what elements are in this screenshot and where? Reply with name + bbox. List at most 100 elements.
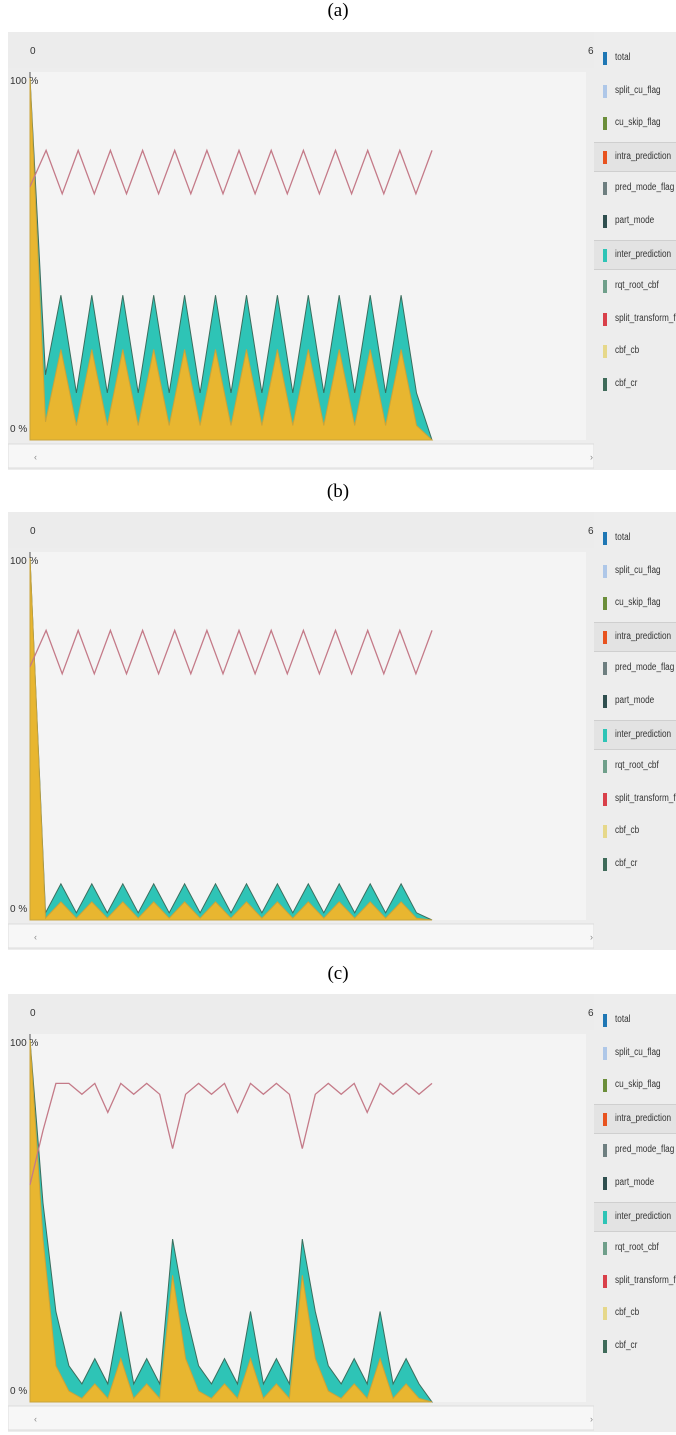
legend-label: split_transform_flag xyxy=(615,312,676,324)
area-series-0 xyxy=(29,557,433,921)
legend-item[interactable]: pred_mode_flag xyxy=(594,654,676,684)
legend-label: inter_prediction xyxy=(615,248,672,260)
legend-item[interactable]: cbf_cr xyxy=(594,1332,676,1362)
legend-item[interactable]: split_cu_flag xyxy=(594,1039,676,1069)
legend-item[interactable]: inter_prediction xyxy=(594,719,676,750)
legend-item[interactable]: pred_mode_flag xyxy=(594,174,676,204)
legend-item[interactable]: total xyxy=(594,524,676,554)
legend-label: pred_mode_flag xyxy=(615,662,675,674)
legend-label: total xyxy=(615,52,631,63)
legend-item[interactable]: part_mode xyxy=(594,687,676,717)
legend-label: cu_skip_flag xyxy=(615,117,661,129)
legend-item[interactable]: split_transform_flag xyxy=(594,305,676,335)
legend-swatch xyxy=(603,662,607,676)
legend-label: intra_prediction xyxy=(615,1112,672,1124)
legend-label: cu_skip_flag xyxy=(615,1079,661,1091)
legend-item[interactable]: intra_prediction xyxy=(594,141,676,172)
legend-item[interactable]: cbf_cb xyxy=(594,337,676,367)
legend-label: rqt_root_cbf xyxy=(615,1242,659,1254)
y-tick-label: 100 % xyxy=(10,1038,38,1049)
legend-item[interactable]: split_transform_flag xyxy=(594,785,676,815)
legend-label: pred_mode_flag xyxy=(615,1144,675,1156)
y-tick-label: 0 % xyxy=(10,904,27,915)
x-tick-label: 69 xyxy=(588,1008,594,1019)
legend-swatch xyxy=(603,182,607,196)
legend-item[interactable]: rqt_root_cbf xyxy=(594,752,676,782)
legend-swatch xyxy=(603,825,607,839)
legend-label: inter_prediction xyxy=(615,1210,672,1222)
plot-area xyxy=(30,552,586,920)
legend-item[interactable]: split_cu_flag xyxy=(594,557,676,587)
legend-swatch xyxy=(603,248,607,262)
panel-a: ‹ › 0 69 100 % 0 % total split_cu_flag cu_skip_f… xyxy=(8,32,676,470)
legend-item[interactable]: split_cu_flag xyxy=(594,77,676,107)
scrollbar-track xyxy=(8,1405,594,1431)
legend-swatch xyxy=(603,150,607,164)
legend-item[interactable]: intra_prediction xyxy=(594,621,676,652)
x-tick-label: 69 xyxy=(588,46,594,57)
legend-swatch xyxy=(603,312,607,326)
chart-svg: ‹ › 0 69 100 % 0 % xyxy=(8,32,594,469)
area-series-1 xyxy=(29,77,434,441)
legend-item[interactable]: cu_skip_flag xyxy=(594,1071,676,1101)
x-tick-label: 69 xyxy=(588,526,594,537)
legend-item[interactable]: split_transform_flag xyxy=(594,1267,676,1297)
legend-swatch xyxy=(603,1177,607,1190)
scroll-left-arrow: ‹ xyxy=(34,1414,37,1424)
scrollbar-track xyxy=(8,443,594,469)
legend-item[interactable]: part_mode xyxy=(594,1169,676,1199)
legend-swatch xyxy=(603,1079,607,1093)
legend-item[interactable]: inter_prediction xyxy=(594,239,676,270)
legend-swatch xyxy=(603,1014,607,1027)
legend-label: cbf_cr xyxy=(615,1340,638,1351)
chart-svg: ‹ › 0 69 100 % 0 % xyxy=(8,512,594,949)
legend-swatch xyxy=(603,280,607,294)
legend-label: cbf_cr xyxy=(615,378,638,389)
legend-swatch xyxy=(603,1210,607,1224)
legend-swatch xyxy=(603,1274,607,1288)
y-tick-label: 100 % xyxy=(10,76,38,87)
legend-item[interactable]: cbf_cr xyxy=(594,850,676,880)
legend-label: split_cu_flag xyxy=(615,84,661,96)
caption-b: (b) xyxy=(326,481,350,502)
legend-swatch xyxy=(603,378,607,391)
legend-item[interactable]: intra_prediction xyxy=(594,1103,676,1134)
x-tick-label: 0 xyxy=(30,526,36,537)
legend-label: split_transform_flag xyxy=(615,792,676,804)
legend-swatch xyxy=(603,760,607,774)
legend-item[interactable]: cbf_cb xyxy=(594,817,676,847)
y-tick-label: 0 % xyxy=(10,1386,27,1397)
legend-label: split_cu_flag xyxy=(615,564,661,576)
legend-label: cbf_cr xyxy=(615,858,638,869)
legend-label: intra_prediction xyxy=(615,630,672,642)
scrollbar-track xyxy=(8,923,594,949)
legend-item[interactable]: part_mode xyxy=(594,207,676,237)
legend-label: total xyxy=(615,532,631,543)
legend-item[interactable]: cu_skip_flag xyxy=(594,589,676,619)
scroll-left-arrow: ‹ xyxy=(34,452,37,462)
legend-item[interactable]: total xyxy=(594,44,676,74)
panel-c: ‹ › 0 69 100 % 0 % total split_cu_flag cu_skip_f… xyxy=(8,994,676,1432)
legend-item[interactable]: inter_prediction xyxy=(594,1201,676,1232)
legend-label: part_mode xyxy=(615,1177,655,1188)
legend-swatch xyxy=(603,1242,607,1256)
legend-item[interactable]: cbf_cr xyxy=(594,370,676,400)
top-ruler xyxy=(8,994,594,1030)
legend-swatch xyxy=(603,792,607,806)
legend-item[interactable]: rqt_root_cbf xyxy=(594,272,676,302)
legend-item[interactable]: pred_mode_flag xyxy=(594,1136,676,1166)
legend-item[interactable]: total xyxy=(594,1006,676,1036)
legend-item[interactable]: rqt_root_cbf xyxy=(594,1234,676,1264)
legend-label: pred_mode_flag xyxy=(615,182,675,194)
legend-item[interactable]: cbf_cb xyxy=(594,1299,676,1329)
area-series-1 xyxy=(29,557,433,921)
area-series-1 xyxy=(29,1039,433,1403)
legend-label: cu_skip_flag xyxy=(615,597,661,609)
legend-label: split_cu_flag xyxy=(615,1046,661,1058)
scroll-right-arrow: › xyxy=(590,932,593,942)
legend-swatch xyxy=(603,858,607,871)
legend-swatch xyxy=(603,1046,607,1060)
legend-swatch xyxy=(603,1144,607,1158)
caption-a: (a) xyxy=(327,0,349,21)
legend-item[interactable]: cu_skip_flag xyxy=(594,109,676,139)
